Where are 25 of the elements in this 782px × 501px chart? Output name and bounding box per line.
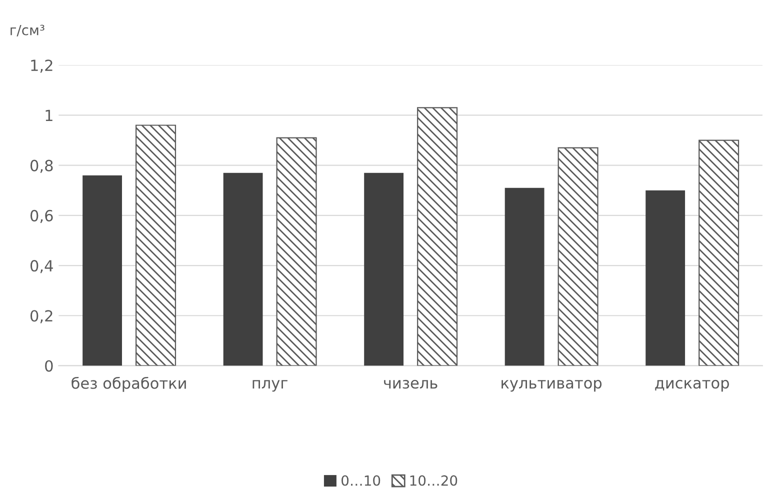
bar xyxy=(417,107,458,366)
x-tick-label: плуг xyxy=(252,380,288,392)
bar xyxy=(504,188,544,366)
x-tick-label: культиватор xyxy=(502,380,602,392)
y-tick-label: 1 xyxy=(46,110,52,122)
y-tick-label: 0,6 xyxy=(30,210,53,224)
y-tick-label: 1,2 xyxy=(31,60,52,73)
y-tick-label: 0,2 xyxy=(30,310,52,324)
legend-label: 10…20 xyxy=(410,475,458,486)
bar xyxy=(136,124,176,366)
legend-label: 0…10 xyxy=(342,475,380,486)
bar xyxy=(698,140,740,366)
x-tick-label: чизель xyxy=(384,380,438,389)
bar xyxy=(223,172,263,366)
y-tick-label: 0,4 xyxy=(30,260,53,274)
y-tick-label: 0 xyxy=(45,360,53,372)
bar xyxy=(276,137,317,366)
y-axis-title: г/см³ xyxy=(10,24,44,36)
x-tick-label: дискатор xyxy=(655,380,729,392)
x-tick-label: без обработки xyxy=(72,376,186,392)
y-tick-label: 0,8 xyxy=(30,160,53,173)
bar xyxy=(646,190,686,366)
bar xyxy=(558,147,598,366)
bar xyxy=(82,175,122,366)
bar xyxy=(364,172,404,366)
